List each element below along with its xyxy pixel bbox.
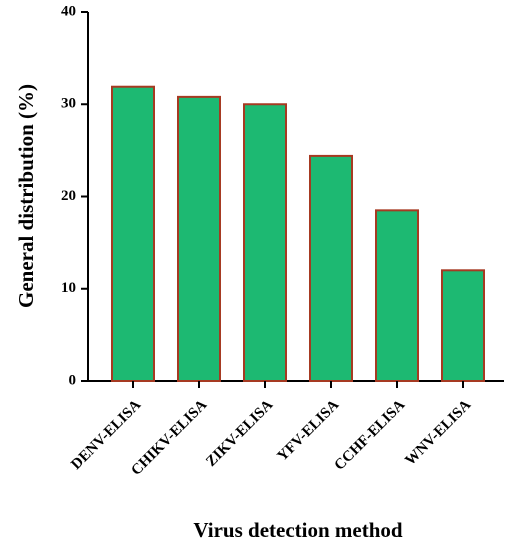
x-tick-label: YFV-ELISA xyxy=(275,397,343,465)
y-tick-label: 30 xyxy=(61,96,76,112)
y-tick-label: 20 xyxy=(61,188,76,204)
y-tick-label: 40 xyxy=(61,3,76,19)
bar xyxy=(177,95,221,383)
bar xyxy=(309,154,353,382)
bar xyxy=(375,209,419,382)
x-tick-label: ZIKV-ELISA xyxy=(203,397,276,470)
x-tick-label: CCHF-ELISA xyxy=(332,397,409,474)
y-tick-label: 0 xyxy=(69,372,77,388)
bar xyxy=(111,85,155,382)
bar xyxy=(243,103,287,382)
bar xyxy=(441,269,485,382)
y-tick-label: 10 xyxy=(61,280,76,296)
x-axis-title: Virus detection method xyxy=(193,518,403,542)
x-tick-label: WNV-ELISA xyxy=(402,397,474,469)
y-axis-title: General distribution (%) xyxy=(14,84,38,308)
x-tick-label: DENV-ELISA xyxy=(68,397,144,473)
